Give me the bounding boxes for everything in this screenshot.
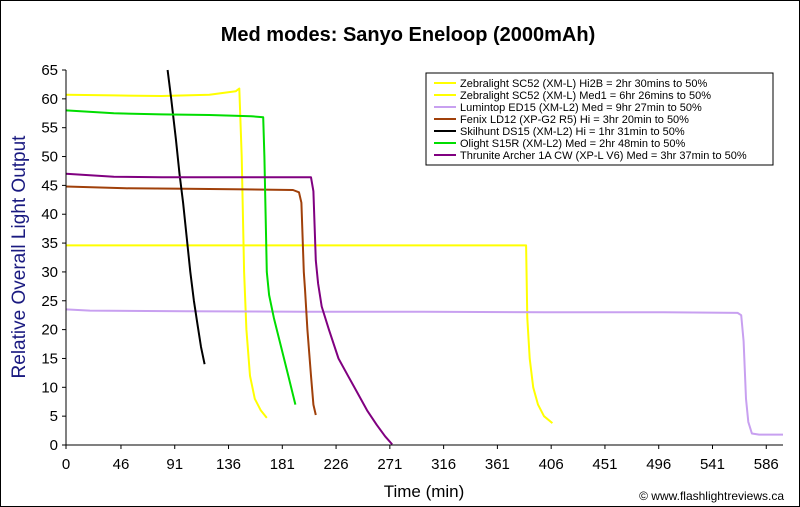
legend-entry: Fenix LD12 (XP-G2 R5) Hi = 3hr 20min to … [460,114,689,126]
y-tick-label: 40 [41,206,58,223]
chart-title: Med modes: Sanyo Eneloop (2000mAh) [221,24,596,46]
series-line-3 [65,308,783,436]
x-axis-label: Time (min) [384,482,465,501]
series-line-7 [65,172,393,446]
legend-entry: Skilhunt DS15 (XM-L2) Hi = 1hr 31min to … [460,126,685,138]
legend: Zebralight SC52 (XM-L) Hi2B = 2hr 30mins… [425,72,774,166]
axes [65,70,783,446]
x-tick-label: 136 [216,456,241,473]
y-tick-label: 10 [41,379,58,396]
x-tick-label: 496 [646,456,671,473]
x-ticks: 0 46 91 136 181 226 271 316 361 406 451 496 541 586 [62,445,779,473]
series-line-6 [65,109,297,405]
x-tick-label: 586 [754,456,779,473]
y-tick-label: 65 [41,62,58,79]
series-line-5 [166,69,206,365]
x-tick-label: 316 [431,456,456,473]
y-tick-label: 60 [41,91,58,108]
y-tick-label: 25 [41,293,58,310]
x-tick-label: 271 [377,456,402,473]
y-tick-label: 20 [41,322,58,339]
series-line-1 [65,87,268,419]
legend-entry: Olight S15R (XM-L2) Med = 2hr 48min to 5… [460,138,686,150]
y-tick-label: 5 [50,408,58,425]
y-tick-label: 55 [41,120,58,137]
x-tick-label: 46 [113,456,130,473]
x-tick-label: 451 [592,456,617,473]
y-tick-label: 45 [41,177,58,194]
y-tick-label: 50 [41,149,58,166]
x-tick-label: 91 [166,456,183,473]
y-ticks: 0 5 10 15 20 25 30 35 40 45 50 55 60 65 [41,62,66,454]
credit-text: © www.flashlightreviews.ca [639,489,784,503]
x-tick-label: 181 [270,456,295,473]
legend-entry: Zebralight SC52 (XM-L) Hi2B = 2hr 30mins… [460,78,708,90]
x-tick-label: 406 [539,456,564,473]
x-tick-label: 0 [62,456,70,473]
x-tick-label: 226 [324,456,349,473]
series-line-2 [66,244,554,424]
series-line-4 [65,185,317,416]
y-tick-label: 35 [41,235,58,252]
legend-box [425,72,774,166]
legend-entry: Zebralight SC52 (XM-L) Med1 = 6hr 26mins… [460,90,711,102]
series-layer [65,69,783,446]
y-tick-label: 15 [41,350,58,367]
y-tick-label: 0 [50,437,58,454]
y-axis-label: Relative Overall Light Output [9,135,30,379]
x-tick-label: 361 [485,456,510,473]
legend-entry: Thrunite Archer 1A CW (XP-L V6) Med = 3h… [460,150,747,162]
legend-entry: Lumintop ED15 (XM-L2) Med = 9hr 27min to… [460,102,702,114]
y-tick-label: 30 [41,264,58,281]
x-tick-label: 541 [700,456,725,473]
